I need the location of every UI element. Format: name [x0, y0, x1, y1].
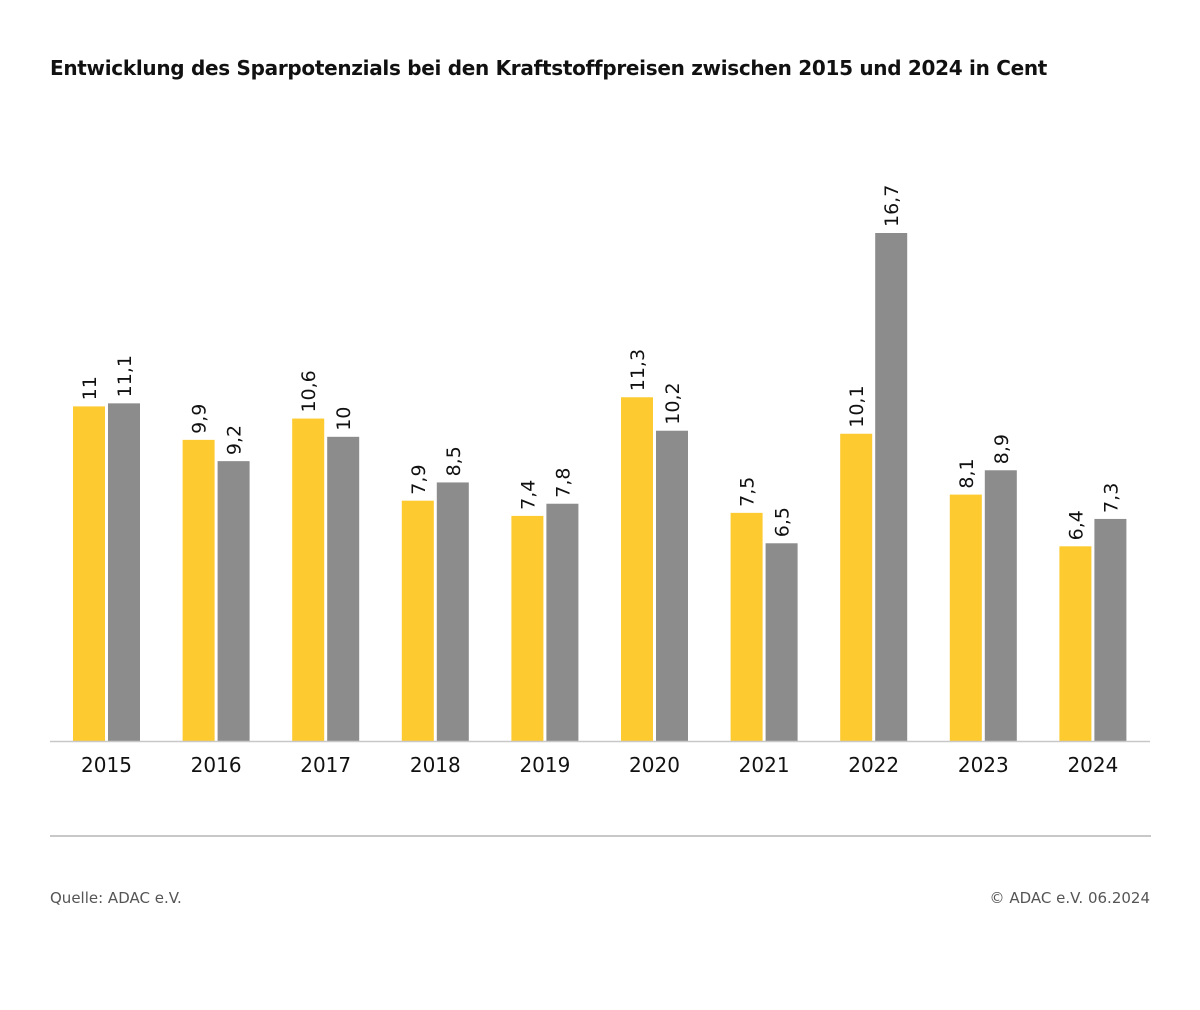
x-tick-label-2017: 2017	[300, 753, 351, 777]
data-label-2018-series-1: 7,9	[408, 464, 430, 494]
bar-2015-series-1	[73, 406, 105, 741]
x-tick-label-2019: 2019	[519, 753, 570, 777]
bar-2022-series-1	[840, 433, 873, 741]
bar-2021-series-2	[765, 543, 798, 741]
bar-2017-series-1	[292, 418, 325, 741]
data-label-2020-series-1: 11,3	[627, 349, 649, 391]
data-label-2016-series-2: 9,2	[224, 425, 246, 455]
data-label-2021-series-2: 6,5	[772, 507, 794, 537]
bar-chart: 11 11,1 2015 9,9 9,2 2016 10,6 10 2017 7,9 8,5 2018…	[50, 185, 1150, 777]
footer-divider	[50, 835, 1151, 837]
data-label-2024-series-1: 6,4	[1065, 510, 1087, 540]
bar-2019-series-2	[546, 503, 579, 741]
data-label-2020-series-2: 10,2	[662, 382, 684, 424]
data-label-2023-series-1: 8,1	[956, 458, 978, 488]
source-note: Quelle: ADAC e.V.	[50, 889, 182, 907]
bar-2016-series-1	[182, 439, 215, 741]
bar-2020-series-2	[656, 430, 688, 741]
bar-2021-series-1	[730, 512, 763, 741]
data-label-2021-series-1: 7,5	[737, 477, 759, 507]
bar-2023-series-1	[949, 494, 982, 741]
bar-2016-series-2	[217, 461, 250, 741]
data-label-2019-series-2: 7,8	[552, 468, 574, 498]
data-label-2018-series-2: 8,5	[443, 446, 465, 476]
data-label-2015-series-2: 11,1	[114, 355, 136, 397]
data-label-2019-series-1: 7,4	[517, 480, 539, 510]
data-label-2017-series-1: 10,6	[298, 370, 320, 412]
bar-2020-series-1	[621, 397, 653, 741]
bar-2024-series-2	[1094, 518, 1127, 741]
bar-2017-series-2	[327, 436, 360, 741]
x-tick-label-2015: 2015	[81, 753, 132, 777]
x-tick-label-2016: 2016	[191, 753, 242, 777]
bar-2018-series-1	[401, 500, 434, 741]
data-label-2022-series-2: 16,7	[881, 185, 903, 227]
data-label-2015-series-1: 11	[79, 376, 101, 400]
x-tick-label-2018: 2018	[410, 753, 461, 777]
copyright-note: © ADAC e.V. 06.2024	[989, 889, 1150, 907]
bar-2023-series-2	[984, 470, 1017, 741]
data-label-2017-series-2: 10	[333, 407, 355, 431]
x-tick-label-2021: 2021	[739, 753, 790, 777]
chart-title: Entwicklung des Sparpotenzials bei den K…	[50, 56, 1048, 80]
x-tick-label-2022: 2022	[848, 753, 899, 777]
bar-2024-series-1	[1059, 546, 1092, 741]
bar-2018-series-2	[436, 482, 469, 741]
bar-2022-series-2	[875, 233, 908, 741]
x-tick-label-2024: 2024	[1067, 753, 1118, 777]
x-tick-label-2023: 2023	[958, 753, 1009, 777]
data-label-2016-series-1: 9,9	[189, 404, 211, 434]
bar-2019-series-1	[511, 515, 544, 741]
x-tick-label-2020: 2020	[629, 753, 680, 777]
data-label-2023-series-2: 8,9	[991, 434, 1013, 464]
bar-2015-series-2	[108, 403, 140, 741]
data-label-2022-series-1: 10,1	[846, 385, 868, 427]
data-label-2024-series-2: 7,3	[1100, 483, 1122, 513]
